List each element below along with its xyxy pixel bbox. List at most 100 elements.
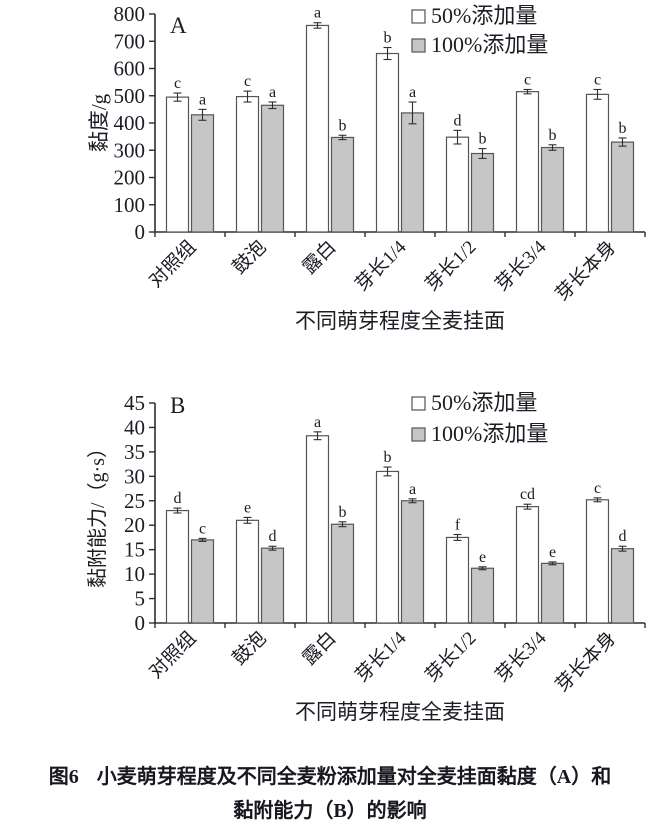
bar-50%添加量-芽长本身 xyxy=(585,93,610,233)
bar-50%添加量-芽长3/4 xyxy=(515,506,540,624)
y-tick-label: 40 xyxy=(124,415,145,439)
x-axis-title: 不同萌芽程度全麦挂面 xyxy=(295,309,505,333)
bar-50%添加量-对照组 xyxy=(165,96,190,233)
x-tick-label: 芽长3/4 xyxy=(491,236,551,296)
y-tick-label: 30 xyxy=(124,464,145,488)
x-tick-label: 芽长1/4 xyxy=(351,627,411,687)
legend-swatch-100 xyxy=(411,427,426,442)
sig-letter: c xyxy=(174,75,181,92)
bar-50%添加量-露白 xyxy=(305,24,330,233)
bar-100%添加量-露白 xyxy=(330,523,355,624)
x-tick-label: 露白 xyxy=(298,236,340,278)
sig-letter: b xyxy=(619,120,627,137)
chart-a-viscosity: 0 100 200 300 400 500 600 700 800 c a 对照组 c a 鼓泡 a b 露白 b a… xyxy=(87,2,646,333)
chart-b-adhesion: 051015202530354045dc对照组ed鼓泡ab露白ba芽长1/4fe… xyxy=(86,390,646,724)
bar-100%添加量-芽长1/2 xyxy=(470,567,495,624)
bar-100%添加量-鼓泡 xyxy=(260,547,285,624)
x-tick-label: 芽长1/4 xyxy=(351,236,411,296)
legend-swatch-50 xyxy=(411,9,426,24)
sig-letter: d xyxy=(174,490,182,507)
x-tick-label: 对照组 xyxy=(145,627,201,683)
figure-caption-text1: 小麦萌芽程度及不同全麦粉添加量对全麦挂面黏度（A）和 xyxy=(96,766,612,788)
x-tick-label: 鼓泡 xyxy=(228,236,270,278)
sig-letter: c xyxy=(244,73,251,90)
bar-100%添加量-芽长3/4 xyxy=(540,146,565,233)
y-tick-label: 200 xyxy=(114,166,146,190)
y-axis-title: 黏附能力/（g·s） xyxy=(86,438,109,588)
y-tick-label: 5 xyxy=(135,587,146,611)
sig-letter: a xyxy=(314,414,321,431)
bar-50%添加量-对照组 xyxy=(165,509,190,624)
bar-100%添加量-露白 xyxy=(330,136,355,233)
sig-letter: b xyxy=(384,30,392,47)
sig-letter: b xyxy=(384,449,392,466)
y-tick-label: 0 xyxy=(135,220,146,244)
panel-label: B xyxy=(170,393,185,418)
y-tick-label: 10 xyxy=(124,562,145,586)
y-axis-title: 黏度/g xyxy=(87,93,111,152)
bar-100%添加量-芽长1/4 xyxy=(400,500,425,624)
bar-50%添加量-芽长1/4 xyxy=(375,52,400,233)
sig-letter: cd xyxy=(520,486,535,503)
y-tick-label: 0 xyxy=(135,611,146,635)
figure-caption-line2: 黏附能力（B）的影响 xyxy=(233,800,427,822)
panel-label: A xyxy=(170,13,187,38)
sig-letter: a xyxy=(409,481,416,498)
bar-50%添加量-芽长本身 xyxy=(585,499,610,624)
sig-letter: d xyxy=(454,112,462,129)
y-tick-label: 15 xyxy=(124,538,145,562)
sig-letter: a xyxy=(199,91,206,108)
x-tick-label: 对照组 xyxy=(145,236,201,292)
legend-swatch-50 xyxy=(411,396,426,411)
sig-letter: d xyxy=(269,528,277,545)
legend-label-50: 50%添加量 xyxy=(431,3,537,28)
legend-label-100: 100%添加量 xyxy=(431,32,548,57)
sig-letter: c xyxy=(594,480,601,497)
x-tick-label: 鼓泡 xyxy=(228,627,270,669)
y-tick-label: 35 xyxy=(124,440,145,464)
sig-letter: f xyxy=(455,517,461,534)
y-tick-label: 20 xyxy=(124,513,145,537)
bar-50%添加量-芽长1/4 xyxy=(375,470,400,624)
sig-letter: b xyxy=(479,131,487,148)
y-tick-label: 25 xyxy=(124,489,145,513)
x-tick-label: 芽长1/2 xyxy=(421,627,481,687)
figure-caption-number: 图6 xyxy=(48,766,79,788)
x-tick-label: 芽长1/2 xyxy=(421,236,481,296)
y-tick-label: 800 xyxy=(114,2,146,26)
bar-50%添加量-芽长1/2 xyxy=(445,536,470,624)
x-axis-title: 不同萌芽程度全麦挂面 xyxy=(295,700,505,724)
x-tick-label: 芽长本身 xyxy=(551,627,620,696)
y-tick-label: 100 xyxy=(114,193,146,217)
sig-letter: c xyxy=(524,71,531,88)
bar-100%添加量-鼓泡 xyxy=(260,104,285,233)
y-tick-label: 700 xyxy=(114,29,146,53)
sig-letter: e xyxy=(244,499,251,516)
sig-letter: c xyxy=(594,71,601,88)
sig-letter: d xyxy=(619,528,627,545)
sig-letter: a xyxy=(314,5,321,22)
legend-label-100: 100%添加量 xyxy=(431,421,548,446)
figure-caption-line1: 图6 小麦萌芽程度及不同全麦粉添加量对全麦挂面黏度（A）和 xyxy=(0,760,660,794)
sig-letter: b xyxy=(339,117,347,134)
legend-swatch-100 xyxy=(411,38,426,53)
sig-letter: a xyxy=(409,84,416,101)
y-tick-label: 500 xyxy=(114,84,146,108)
y-tick-label: 600 xyxy=(114,57,146,81)
bar-100%添加量-对照组 xyxy=(190,539,215,624)
x-tick-label: 芽长本身 xyxy=(551,236,620,305)
sig-letter: a xyxy=(269,84,276,101)
bar-50%添加量-露白 xyxy=(305,435,330,624)
sig-letter: e xyxy=(479,549,486,566)
bar-100%添加量-对照组 xyxy=(190,114,215,233)
bar-100%添加量-芽长本身 xyxy=(610,141,635,233)
y-tick-label: 45 xyxy=(124,391,145,415)
x-tick-label: 露白 xyxy=(298,627,340,669)
sig-letter: b xyxy=(339,504,347,521)
bar-50%添加量-芽长1/2 xyxy=(445,136,470,233)
y-tick-label: 300 xyxy=(114,138,146,162)
sig-letter: b xyxy=(549,127,557,144)
bar-100%添加量-芽长1/2 xyxy=(470,152,495,233)
sig-letter: e xyxy=(549,544,556,561)
